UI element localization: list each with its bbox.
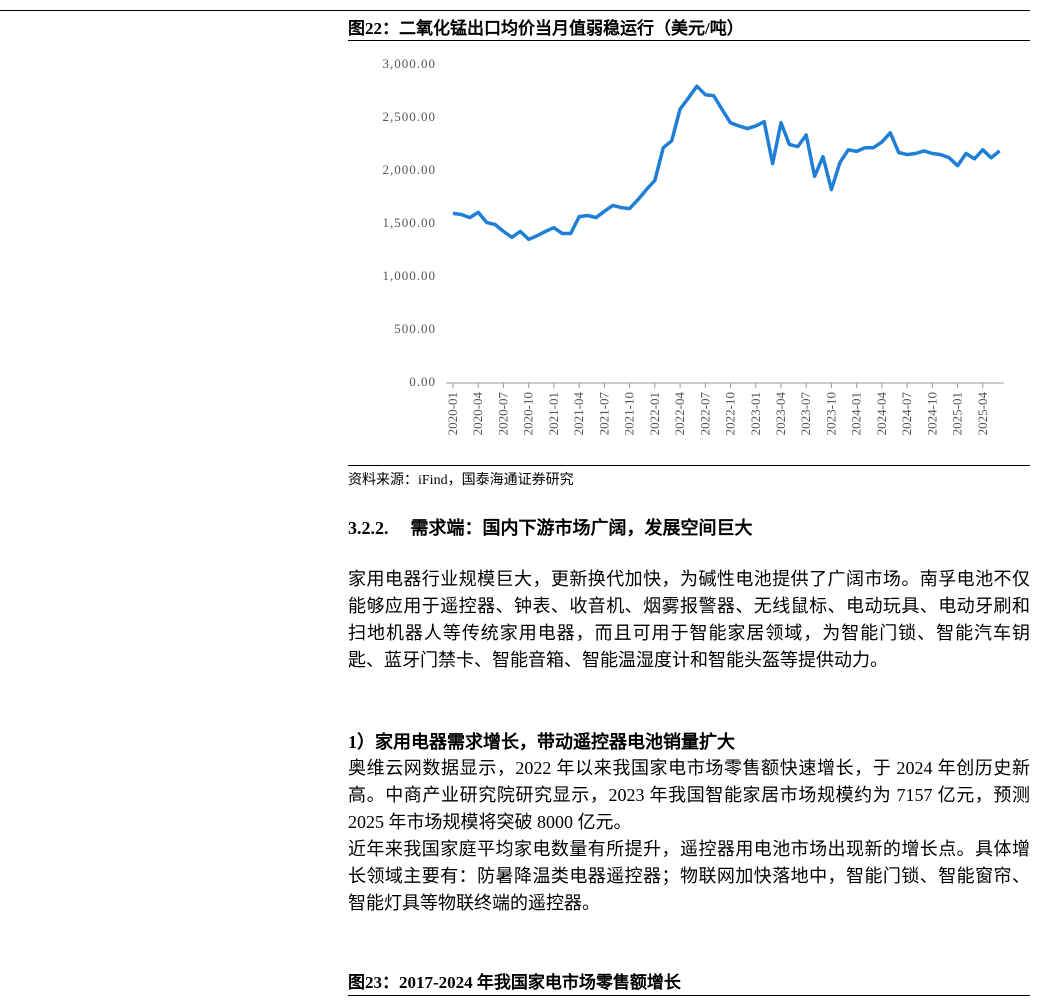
x-tick-label: 2022-10	[723, 392, 738, 435]
x-tick-label: 2024-07	[899, 392, 914, 436]
paragraph: 近年来我国家庭平均家电数量有所提升，遥控器用电池市场出现新的增长点。具体增长领域…	[348, 839, 1030, 913]
figure-rule	[348, 465, 1030, 466]
x-tick-label: 2023-01	[748, 392, 763, 435]
x-tick-label: 2025-01	[950, 392, 965, 435]
x-tick-label: 2024-01	[849, 392, 864, 435]
figure-title: 图22：二氧化锰出口均价当月值弱稳运行（美元/吨）	[348, 19, 744, 38]
chart: 0.00 500.00 1,000.00 1,500.00 2,000.00 2,500.…	[383, 56, 1004, 436]
x-tick-label: 2022-01	[647, 392, 662, 435]
x-tick-label: 2020-07	[495, 392, 510, 436]
figure-rule	[348, 40, 1030, 41]
figure-title: 图23：2017-2024 年我国家电市场零售额增长	[348, 973, 681, 992]
paragraph: 奥维云网数据显示，2022 年以来我国家电市场零售额快速增长，于 2024 年创…	[348, 758, 1030, 832]
x-tick-label: 2024-04	[874, 392, 889, 436]
x-tick-label: 2022-04	[672, 392, 687, 436]
subsection-title: 1）家用电器需求增长，带动遥控器电池销量扩大	[348, 732, 735, 752]
x-tick-label: 2021-07	[596, 392, 611, 436]
x-tick-label: 2023-10	[823, 392, 838, 435]
x-tick-label: 2021-10	[622, 392, 637, 435]
x-tick-label: 2023-04	[773, 392, 788, 436]
x-tick-label: 2021-01	[546, 392, 561, 435]
top-rule	[0, 10, 1030, 11]
section-title: 需求端：国内下游市场广阔，发展空间巨大	[410, 518, 753, 538]
y-tick-label: 0.00	[409, 374, 436, 389]
y-tick-label: 500.00	[394, 321, 436, 336]
x-tick-label: 2021-04	[571, 392, 586, 436]
y-tick-label: 2,000.00	[383, 162, 437, 177]
y-tick-label: 1,000.00	[383, 268, 437, 283]
x-tick-label: 2020-04	[470, 392, 485, 436]
y-tick-label: 3,000.00	[383, 56, 437, 71]
y-tick-label: 2,500.00	[383, 109, 437, 124]
figure-rule	[348, 995, 1030, 996]
x-tick-label: 2020-01	[445, 392, 460, 435]
x-tick-label: 2025-04	[975, 392, 990, 436]
paragraph: 家用电器行业规模巨大，更新换代加快，为碱性电池提供了广阔市场。南孚电池不仅能够应…	[348, 569, 1030, 670]
figure-source: 资料来源：iFind，国泰海通证券研究	[348, 473, 574, 488]
x-tick-label: 2020-10	[521, 392, 536, 435]
x-tick-label: 2023-07	[798, 392, 813, 436]
data-line	[452, 84, 1001, 242]
section-number: 3.2.2.	[348, 518, 389, 538]
y-tick-label: 1,500.00	[383, 215, 437, 230]
x-tick-label: 2024-10	[924, 392, 939, 435]
x-tick-label: 2022-07	[697, 392, 712, 436]
section-heading: 3.2.2. 需求端：国内下游市场广阔，发展空间巨大	[348, 514, 753, 540]
